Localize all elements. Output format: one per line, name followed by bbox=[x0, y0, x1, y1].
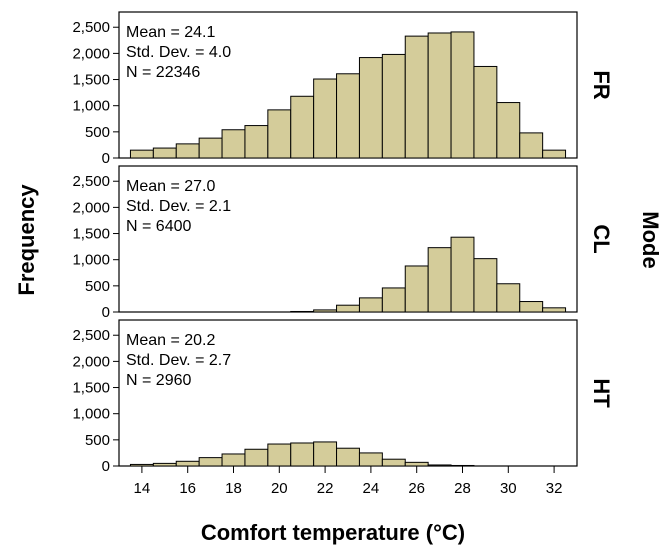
histogram-bar bbox=[336, 304, 360, 313]
x-tick-label: 16 bbox=[179, 480, 196, 497]
histogram-bar bbox=[404, 265, 429, 313]
histogram-bar bbox=[358, 57, 383, 159]
histogram-bar bbox=[198, 137, 223, 159]
y-tick-label: 1,500 bbox=[72, 226, 110, 243]
histogram-bar bbox=[519, 132, 544, 159]
y-tick-label: 1,000 bbox=[72, 98, 110, 115]
panel-label: CL bbox=[589, 224, 614, 253]
histogram-bar bbox=[290, 95, 315, 159]
y-axis-title: Frequency bbox=[14, 184, 39, 296]
histogram-bar bbox=[129, 149, 154, 159]
histogram-bar bbox=[358, 452, 383, 467]
panel-cl: 0 500 1,000 1,500 2,000 2,500 Mean = 27.0 Std. … bbox=[72, 165, 614, 321]
histogram-bar bbox=[313, 309, 338, 313]
stat-line: N = 6400 bbox=[126, 218, 191, 235]
y-tick-label: 2,000 bbox=[72, 199, 110, 216]
histogram-bar bbox=[404, 461, 429, 467]
histogram-bar bbox=[313, 78, 338, 159]
histogram-bar bbox=[358, 297, 383, 313]
histogram-bar bbox=[542, 307, 567, 313]
histogram-bar bbox=[496, 283, 521, 313]
histogram-bar bbox=[519, 301, 544, 313]
stat-line: Std. Dev. = 2.1 bbox=[126, 198, 231, 215]
panel-ht: 0 500 1,000 1,500 2,000 2,500 Mean = 20.2 Std. … bbox=[72, 319, 614, 475]
panels-layer: 0 500 1,000 1,500 2,000 2,500 Mean = 24.1 Std. … bbox=[72, 11, 614, 475]
stat-line: Mean = 24.1 bbox=[126, 24, 216, 41]
x-tick-label: 32 bbox=[546, 480, 563, 497]
y-tick-label: 1,500 bbox=[72, 72, 110, 89]
y-tick-label: 1,000 bbox=[72, 406, 110, 423]
y-tick-label: 1,500 bbox=[72, 380, 110, 397]
histogram-bar bbox=[336, 73, 360, 159]
y-tick-label: 2,500 bbox=[72, 173, 110, 190]
histogram-bar bbox=[290, 442, 315, 467]
y-tick-label: 1,000 bbox=[72, 252, 110, 269]
facet-title: Mode bbox=[638, 211, 663, 268]
y-tick-label: 2,000 bbox=[72, 45, 110, 62]
y-tick-label: 2,500 bbox=[72, 19, 110, 36]
histogram-bar bbox=[175, 460, 200, 467]
y-tick-label: 500 bbox=[85, 432, 110, 449]
stat-line: Std. Dev. = 4.0 bbox=[126, 44, 231, 61]
panel-label: FR bbox=[589, 70, 614, 99]
panel-frame bbox=[118, 319, 578, 467]
y-tick-label: 2,500 bbox=[72, 327, 110, 344]
x-tick-label: 18 bbox=[225, 480, 242, 497]
stat-line: Mean = 20.2 bbox=[126, 332, 216, 349]
y-tick-label: 0 bbox=[102, 150, 110, 167]
histogram-bar bbox=[175, 143, 200, 159]
stat-line: Mean = 27.0 bbox=[126, 178, 216, 195]
y-tick-label: 0 bbox=[102, 304, 110, 321]
panel-label: HT bbox=[589, 378, 614, 408]
y-tick-label: 2,000 bbox=[72, 353, 110, 370]
x-tick-label: 28 bbox=[454, 480, 471, 497]
histogram-bar bbox=[496, 102, 521, 159]
y-tick-label: 0 bbox=[102, 458, 110, 475]
histogram-bar bbox=[427, 32, 452, 159]
histogram-bar bbox=[381, 287, 406, 313]
histogram-bar bbox=[427, 464, 452, 467]
histogram-bar bbox=[290, 310, 315, 313]
histogram-bar bbox=[404, 35, 429, 159]
histogram-bar bbox=[473, 258, 498, 313]
x-axis: 14 16 18 20 22 24 26 28 30 32 bbox=[134, 466, 563, 497]
stat-line: N = 2960 bbox=[126, 372, 191, 389]
histogram-bar bbox=[267, 109, 292, 159]
x-tick-label: 24 bbox=[363, 480, 380, 497]
x-tick-label: 20 bbox=[271, 480, 288, 497]
histogram-bar bbox=[267, 443, 292, 467]
histogram-bar bbox=[450, 236, 475, 313]
histogram-bar bbox=[450, 464, 475, 467]
x-tick-label: 14 bbox=[134, 480, 151, 497]
histogram-bar bbox=[336, 447, 360, 467]
histogram-bar bbox=[450, 31, 475, 159]
histogram-bar bbox=[129, 463, 154, 467]
histogram-bar bbox=[221, 453, 246, 467]
histogram-bar bbox=[542, 149, 567, 159]
stat-line: Std. Dev. = 2.7 bbox=[126, 352, 231, 369]
histogram-bar bbox=[473, 65, 498, 159]
panel-fr: 0 500 1,000 1,500 2,000 2,500 Mean = 24.1 Std. … bbox=[72, 11, 614, 167]
histogram-bar bbox=[152, 147, 177, 159]
y-tick-label: 500 bbox=[85, 124, 110, 141]
histogram-bar bbox=[244, 125, 269, 159]
x-tick-label: 22 bbox=[317, 480, 334, 497]
x-axis-title: Comfort temperature (°C) bbox=[201, 520, 465, 545]
histogram-bar bbox=[313, 441, 338, 467]
histogram-bar bbox=[152, 462, 177, 467]
x-tick-label: 30 bbox=[500, 480, 517, 497]
histogram-bar bbox=[221, 129, 246, 159]
histogram-bar bbox=[427, 247, 452, 313]
stat-line: N = 22346 bbox=[126, 64, 200, 81]
histogram-bar bbox=[381, 53, 406, 159]
x-tick-label: 26 bbox=[408, 480, 425, 497]
histogram-bar bbox=[198, 457, 223, 467]
y-tick-label: 500 bbox=[85, 278, 110, 295]
histogram-bar bbox=[244, 448, 269, 467]
histogram-bar bbox=[381, 458, 406, 467]
